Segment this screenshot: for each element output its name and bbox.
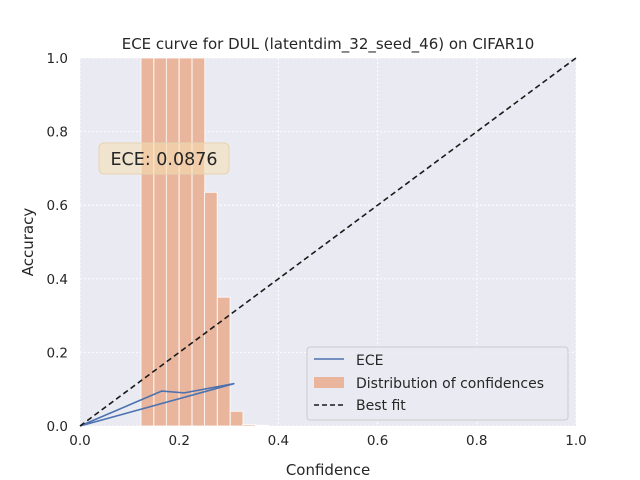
chart-title: ECE curve for DUL (latentdim_32_seed_46)… (122, 35, 535, 54)
x-tick-label: 0.8 (466, 433, 487, 449)
legend-distribution-label: Distribution of confidences (356, 376, 544, 392)
x-tick-label: 0.2 (168, 433, 189, 449)
x-tick-labels: 0.0 0.2 0.4 0.6 0.8 1.0 (69, 433, 586, 449)
grid-lines (79, 57, 577, 427)
best-fit-line (79, 57, 577, 427)
ece-annotation-box (98, 142, 230, 175)
legend: ECE Distribution of confidences Best fit (306, 346, 569, 421)
y-tick-labels: 0.0 0.2 0.4 0.6 0.8 1.0 (47, 51, 68, 435)
y-tick-label: 0.2 (47, 345, 68, 361)
histogram-bar (153, 57, 168, 427)
legend-distribution-swatch (314, 377, 344, 388)
x-tick-label: 0.6 (367, 433, 388, 449)
histogram-bar (178, 57, 193, 427)
histogram-bar (191, 57, 206, 427)
legend-best-fit-label: Best fit (356, 398, 406, 414)
ece-line (79, 382, 235, 427)
series-lines (79, 57, 577, 427)
y-tick-label: 1.0 (47, 51, 68, 67)
histogram-bar (165, 57, 180, 427)
ece-annotation: ECE: 0.0876 (98, 142, 230, 175)
y-axis-label: Accuracy (19, 208, 37, 277)
histogram-bar (229, 410, 244, 427)
x-axis-label: Confidence (286, 461, 370, 479)
x-tick-label: 0.0 (69, 433, 90, 449)
y-tick-label: 0.4 (47, 272, 68, 288)
legend-box (306, 346, 569, 421)
x-tick-label: 0.4 (268, 433, 289, 449)
histogram-bar (216, 296, 231, 427)
y-tick-label: 0.6 (47, 198, 68, 214)
histogram-bar (242, 424, 256, 427)
y-tick-label: 0.8 (47, 125, 68, 141)
histogram-bar (140, 57, 155, 427)
legend-ece-label: ECE (356, 353, 383, 369)
x-tick-label: 1.0 (565, 433, 586, 449)
y-tick-label: 0.0 (47, 419, 68, 435)
histogram-bar (255, 424, 269, 427)
ece-annotation-text: ECE: 0.0876 (110, 150, 217, 170)
